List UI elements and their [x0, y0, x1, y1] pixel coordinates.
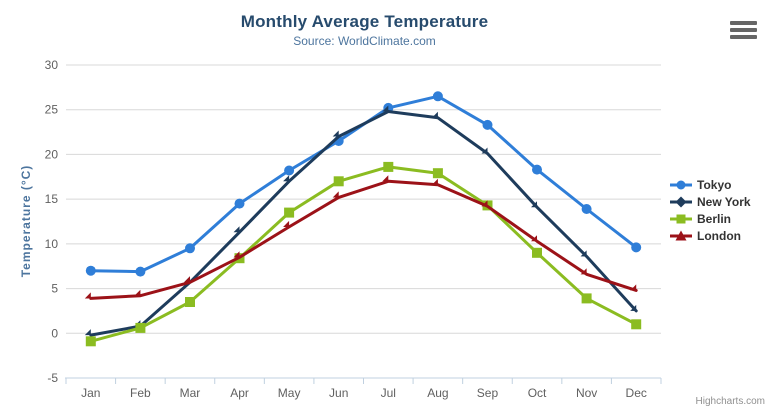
svg-text:25: 25	[45, 103, 59, 117]
export-menu-button[interactable]	[730, 21, 757, 39]
svg-text:Aug: Aug	[427, 386, 448, 400]
svg-text:Sep: Sep	[477, 386, 499, 400]
series-london	[84, 175, 638, 300]
legend-marker-square-icon	[670, 214, 692, 223]
svg-text:5: 5	[51, 282, 58, 296]
legend-marker-triangle-icon	[670, 230, 692, 240]
series-new-york	[84, 105, 638, 337]
svg-text:Jan: Jan	[81, 386, 100, 400]
svg-text:-5: -5	[47, 371, 58, 385]
svg-text:Apr: Apr	[230, 386, 249, 400]
svg-text:0: 0	[51, 326, 58, 340]
legend-marker-diamond-icon	[670, 196, 692, 207]
series-tokyo	[85, 91, 642, 277]
legend-item-london[interactable]: London	[670, 227, 751, 244]
svg-text:Dec: Dec	[626, 386, 647, 400]
chart-title: Monthly Average Temperature	[240, 12, 489, 31]
legend-item-new-york[interactable]: New York	[670, 193, 751, 210]
legend-item-tokyo[interactable]: Tokyo	[670, 176, 751, 193]
legend: Tokyo New York Berlin London	[670, 176, 751, 244]
legend-marker-circle-icon	[670, 180, 692, 189]
svg-text:Mar: Mar	[180, 386, 201, 400]
legend-label: London	[697, 228, 741, 243]
x-axis-labels: Jan Feb Mar Apr May Jun Jul Aug Sep Oct Nov Dec	[81, 386, 647, 400]
legend-label: Berlin	[697, 211, 732, 226]
hamburger-icon	[730, 28, 757, 32]
hamburger-icon	[730, 35, 757, 39]
svg-text:10: 10	[45, 237, 59, 251]
credits-link[interactable]: Highcharts.com	[695, 396, 765, 407]
svg-text:30: 30	[45, 58, 59, 72]
y-axis-labels: -5 0 5 10 15 20 25 30	[45, 58, 59, 385]
legend-label: Tokyo	[697, 177, 732, 192]
hamburger-icon	[730, 21, 757, 25]
svg-text:Oct: Oct	[528, 386, 547, 400]
chart-subtitle: Source: WorldClimate.com	[293, 34, 436, 48]
svg-text:May: May	[278, 386, 301, 400]
legend-item-berlin[interactable]: Berlin	[670, 210, 751, 227]
svg-text:Feb: Feb	[130, 386, 151, 400]
svg-text:Nov: Nov	[576, 386, 597, 400]
legend-label: New York	[697, 194, 751, 209]
svg-text:20: 20	[45, 147, 59, 161]
svg-text:15: 15	[45, 192, 59, 206]
x-axis-ticks	[65, 378, 662, 384]
svg-text:Jul: Jul	[381, 386, 396, 400]
svg-text:Jun: Jun	[329, 386, 348, 400]
